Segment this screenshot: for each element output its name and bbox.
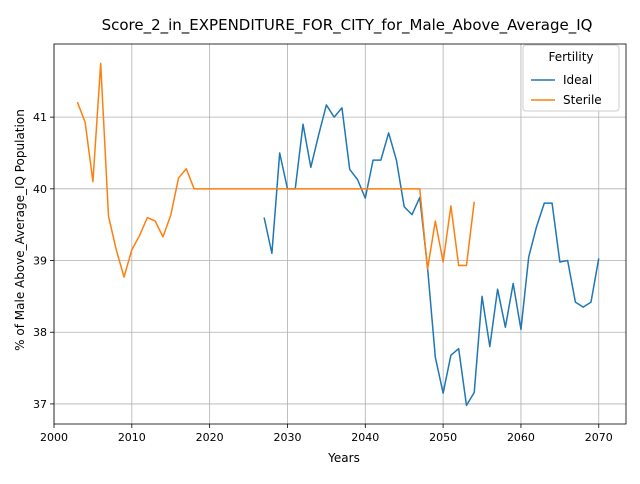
x-tick-label: 2000 (40, 431, 68, 444)
axes-frame (53, 43, 627, 425)
y-axis-label: % of Male Above_Average_IQ Population (13, 109, 27, 351)
x-tick-label: 2040 (351, 431, 379, 444)
legend-box (522, 44, 620, 112)
series-line-sterile (76, 62, 475, 278)
plot-area: 2000 2010 2020 2030 2040 2050 2060 2070 37 38 39 40… (33, 43, 627, 444)
y-tick-label: 39 (33, 255, 47, 268)
legend-label-ideal: Ideal (563, 73, 592, 87)
chart-title: Score_2_in_EXPENDITURE_FOR_CITY_for_Male… (102, 16, 593, 35)
series-line-ideal (263, 104, 600, 407)
legend-label-sterile: Sterile (563, 93, 602, 107)
y-tick-label: 37 (33, 398, 47, 411)
y-tick-label: 41 (33, 111, 47, 124)
x-tick-label: 2010 (118, 431, 146, 444)
x-tick-label: 2030 (273, 431, 301, 444)
x-tick-label: 2060 (507, 431, 535, 444)
x-tick-label: 2050 (429, 431, 457, 444)
x-tick-label: 2020 (196, 431, 224, 444)
legend: Fertility Ideal Sterile (522, 44, 620, 112)
x-tick-label: 2070 (585, 431, 613, 444)
y-tick-label: 40 (33, 183, 47, 196)
y-tick-label: 38 (33, 326, 47, 339)
x-axis-label: Years (327, 451, 360, 465)
legend-title: Fertility (548, 50, 593, 64)
